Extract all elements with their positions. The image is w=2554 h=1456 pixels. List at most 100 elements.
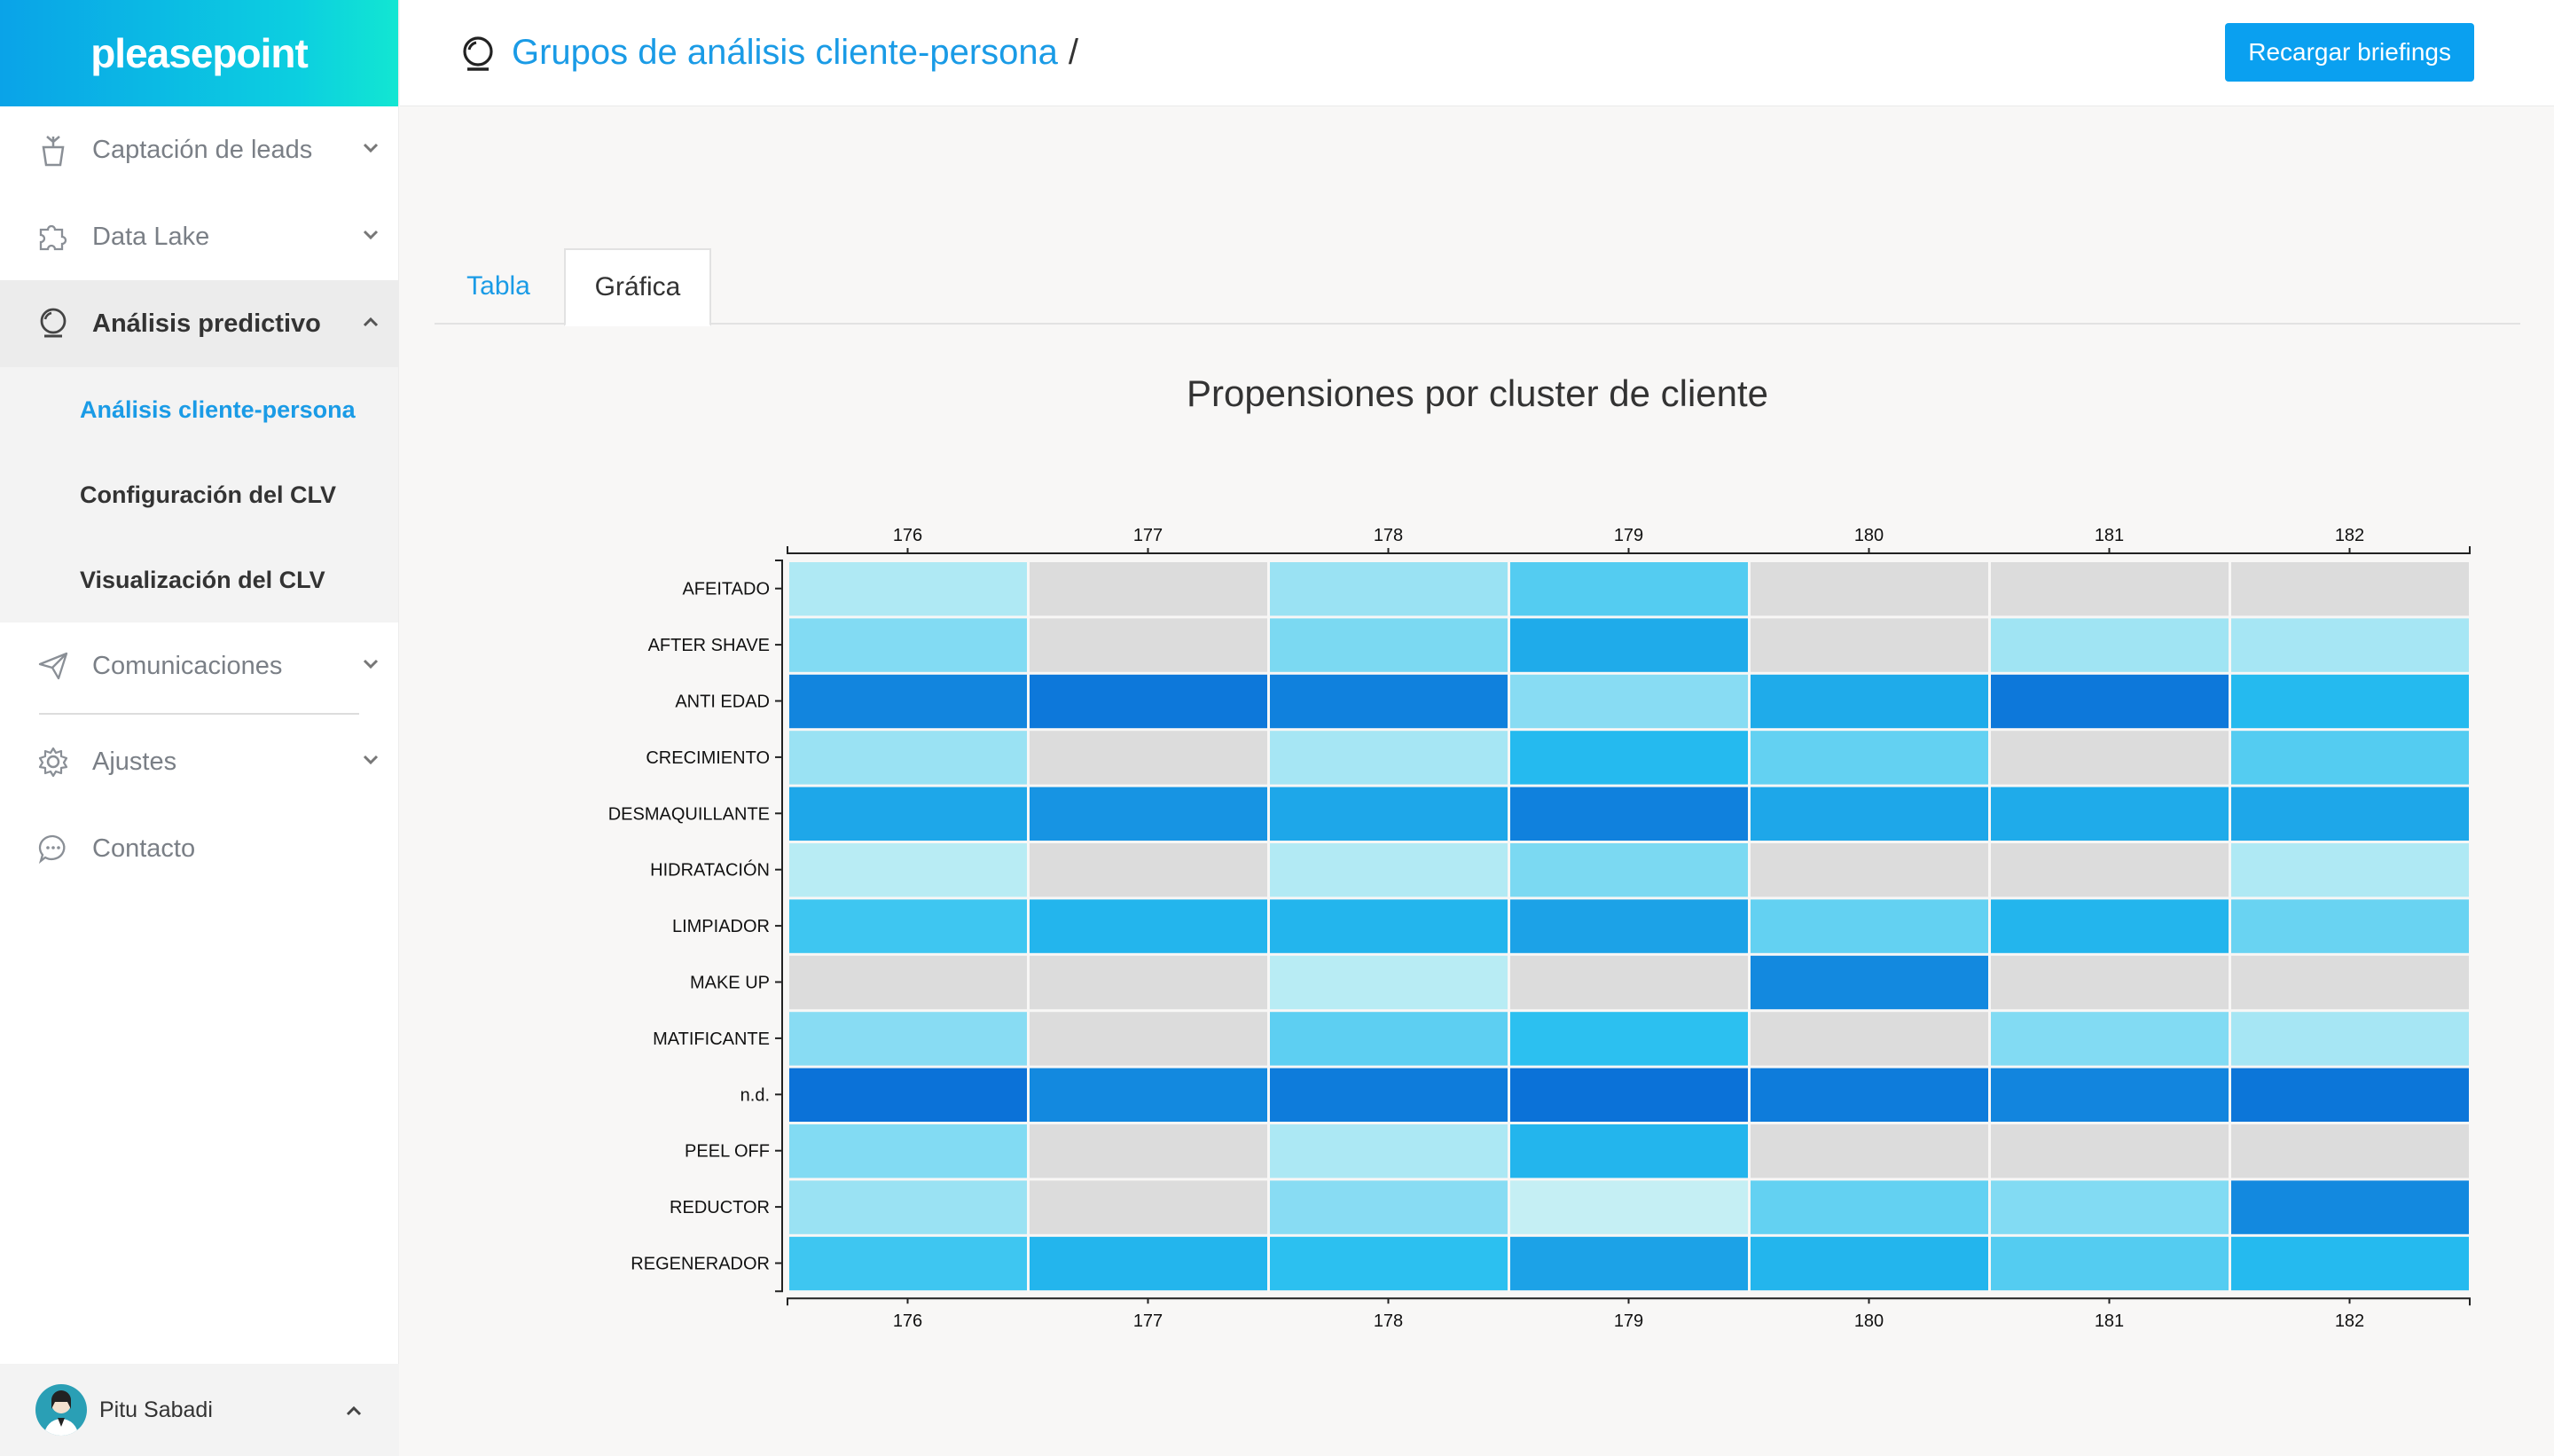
chevron-down-icon[interactable] [361, 654, 380, 674]
heatmap-cell [1270, 674, 1508, 729]
view-tabs: Tabla Gráfica [435, 248, 2520, 326]
sidebar-item-comunicaciones[interactable]: Comunicaciones [0, 622, 398, 709]
heatmap-cell [1030, 731, 1267, 785]
chevron-down-icon[interactable] [361, 750, 380, 770]
sidebar-item-data-lake[interactable]: Data Lake [0, 193, 398, 280]
chat-bubble-icon [35, 831, 71, 866]
heatmap-cell [1510, 618, 1748, 672]
sidebar-subitem-analisis-cliente-persona[interactable]: Análisis cliente-persona [80, 395, 356, 423]
heatmap-cell [1270, 562, 1508, 616]
sidebar-item-label: Contacto [92, 834, 196, 863]
x-tick-label-top: 182 [2335, 526, 2364, 545]
chevron-up-icon[interactable] [361, 312, 380, 332]
divider [39, 713, 359, 715]
heatmap-cell [2231, 1012, 2469, 1066]
heatmap-cell [1270, 731, 1508, 785]
tab-grafica[interactable]: Gráfica [564, 248, 711, 326]
x-tick-label-bottom: 177 [1133, 1311, 1163, 1331]
tab-tabla[interactable]: Tabla [466, 271, 530, 301]
sidebar: pleasepoint Captación de leads Data Lake… [0, 0, 399, 1456]
heatmap-cell [1510, 1180, 1748, 1234]
heatmap-cell [789, 674, 1027, 729]
x-tick-label-top: 179 [1614, 526, 1643, 545]
avatar [35, 1384, 87, 1436]
user-menu[interactable]: Pitu Sabadi [0, 1364, 399, 1456]
heatmap-cell [2231, 731, 2469, 785]
y-tick-label: LIMPIADOR [672, 917, 770, 936]
heatmap-cell [1751, 1068, 1988, 1122]
chevron-down-icon[interactable] [361, 225, 380, 245]
heatmap-cell [789, 955, 1027, 1010]
heatmap-cell [789, 1124, 1027, 1178]
heatmap-cell [1751, 1180, 1988, 1234]
heatmap-cell [1030, 674, 1267, 729]
y-tick-label: CRECIMIENTO [646, 748, 770, 768]
sidebar-item-analisis-predictivo[interactable]: Análisis predictivo [0, 280, 398, 367]
y-tick-label: REGENERADOR [631, 1255, 770, 1274]
heatmap-cell [1030, 1180, 1267, 1234]
sidebar-item-captacion-leads[interactable]: Captación de leads [0, 106, 398, 193]
heatmap-cell [2231, 899, 2469, 953]
x-tick-label-bottom: 181 [2095, 1311, 2124, 1331]
logo-text: pleasepoint [90, 30, 309, 76]
heatmap-cell [1030, 899, 1267, 953]
top-header: Grupos de análisis cliente-persona / Rec… [400, 0, 2554, 106]
heatmap-cell [1270, 843, 1508, 897]
sidebar-subitem-visualizacion-clv[interactable]: Visualización del CLV [80, 566, 325, 593]
heatmap-cell [1030, 955, 1267, 1010]
heatmap-cell [789, 843, 1027, 897]
heatmap-cell [1991, 674, 2229, 729]
heatmap-cell [789, 618, 1027, 672]
heatmap-cell [1270, 1180, 1508, 1234]
heatmap-cell [1991, 1012, 2229, 1066]
sidebar-item-ajustes[interactable]: Ajustes [0, 718, 398, 805]
heatmap-cell [1270, 618, 1508, 672]
heatmap-cell [1030, 787, 1267, 841]
heatmap-cell [1991, 955, 2229, 1010]
y-tick-label: MAKE UP [690, 974, 770, 993]
heatmap-cell [2231, 1236, 2469, 1291]
heatmap-cell [1751, 1012, 1988, 1066]
heatmap-cell [1510, 787, 1748, 841]
heatmap-cell [1751, 618, 1988, 672]
heatmap-cell [2231, 1180, 2469, 1234]
x-tick-label-top: 178 [1374, 526, 1403, 545]
sidebar-subitem-configuracion-clv[interactable]: Configuración del CLV [80, 481, 336, 508]
heatmap-cell [2231, 843, 2469, 897]
heatmap-cell [1991, 731, 2229, 785]
sidebar-item-contacto[interactable]: Contacto [0, 805, 398, 892]
heatmap-cell [1030, 1012, 1267, 1066]
heatmap-cell [789, 1068, 1027, 1122]
heatmap-cell [789, 731, 1027, 785]
reload-briefings-button[interactable]: Recargar briefings [2225, 23, 2474, 82]
y-tick-label: MATIFICANTE [653, 1029, 770, 1049]
heatmap-cell [1510, 899, 1748, 953]
heatmap-cell [1510, 562, 1748, 616]
logo[interactable]: pleasepoint [0, 0, 398, 106]
x-tick-label-bottom: 176 [893, 1311, 922, 1331]
heatmap-cell [789, 562, 1027, 616]
heatmap-cell [1510, 955, 1748, 1010]
page-title[interactable]: Grupos de análisis cliente-persona [512, 33, 1058, 72]
heatmap-cell [1270, 1236, 1508, 1291]
heatmap-cell [789, 787, 1027, 841]
heatmap-cell [1991, 1068, 2229, 1122]
heatmap-cell [2231, 955, 2469, 1010]
chevron-down-icon[interactable] [361, 138, 380, 158]
chevron-up-icon[interactable] [344, 1401, 364, 1421]
heatmap-cell [789, 899, 1027, 953]
heatmap-cell [2231, 1068, 2469, 1122]
plant-pot-icon [35, 132, 71, 168]
y-tick-label: n.d. [740, 1085, 770, 1105]
heatmap-cell [1270, 787, 1508, 841]
heatmap-cell [1270, 899, 1508, 953]
crystal-ball-icon [35, 306, 71, 341]
breadcrumb-separator: / [1068, 33, 1079, 72]
heatmap-cell [2231, 1124, 2469, 1178]
heatmap-cell [1751, 955, 1988, 1010]
x-tick-label-top: 176 [893, 526, 922, 545]
heatmap-cell [1751, 787, 1988, 841]
heatmap-cell [1510, 731, 1748, 785]
heatmap-cell [789, 1236, 1027, 1291]
